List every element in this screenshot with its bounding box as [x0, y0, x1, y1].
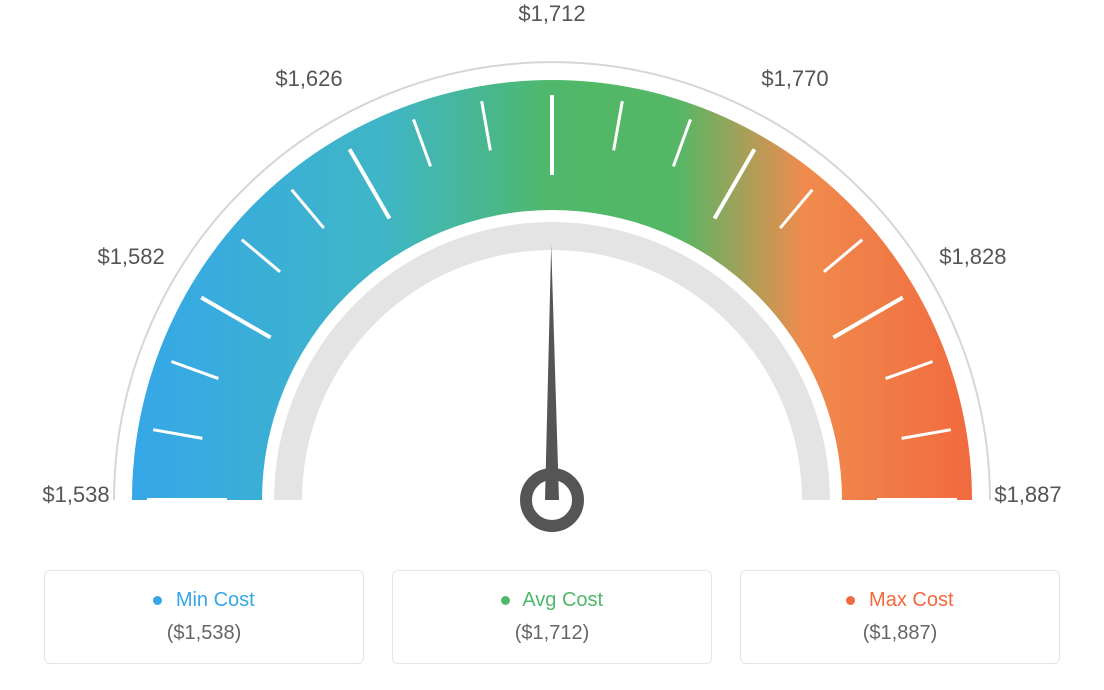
legend-title-avg: Avg Cost — [393, 589, 711, 612]
legend-label: Min Cost — [176, 589, 255, 611]
legend-title-min: Min Cost — [45, 589, 363, 612]
dot-icon — [846, 596, 855, 605]
gauge-tick-label: $1,887 — [994, 482, 1061, 508]
legend-label: Avg Cost — [522, 589, 603, 611]
legend-title-max: Max Cost — [741, 589, 1059, 612]
legend-value-avg: ($1,712) — [393, 622, 711, 645]
gauge-tick-label: $1,626 — [275, 66, 342, 92]
gauge-tick-label: $1,770 — [761, 66, 828, 92]
gauge-tick-label: $1,582 — [97, 244, 164, 270]
legend-label: Max Cost — [869, 589, 953, 611]
legend-row: Min Cost ($1,538) Avg Cost ($1,712) Max … — [20, 570, 1084, 664]
legend-value-min: ($1,538) — [45, 622, 363, 645]
gauge-svg — [20, 20, 1084, 540]
gauge-tick-label: $1,712 — [518, 1, 585, 27]
legend-value-max: ($1,887) — [741, 622, 1059, 645]
dot-icon — [501, 596, 510, 605]
legend-box-max: Max Cost ($1,887) — [740, 570, 1060, 664]
legend-box-min: Min Cost ($1,538) — [44, 570, 364, 664]
gauge-tick-label: $1,538 — [42, 482, 109, 508]
legend-box-avg: Avg Cost ($1,712) — [392, 570, 712, 664]
gauge-chart: $1,538$1,582$1,626$1,712$1,770$1,828$1,8… — [20, 20, 1084, 540]
gauge-tick-label: $1,828 — [939, 244, 1006, 270]
dot-icon — [153, 596, 162, 605]
